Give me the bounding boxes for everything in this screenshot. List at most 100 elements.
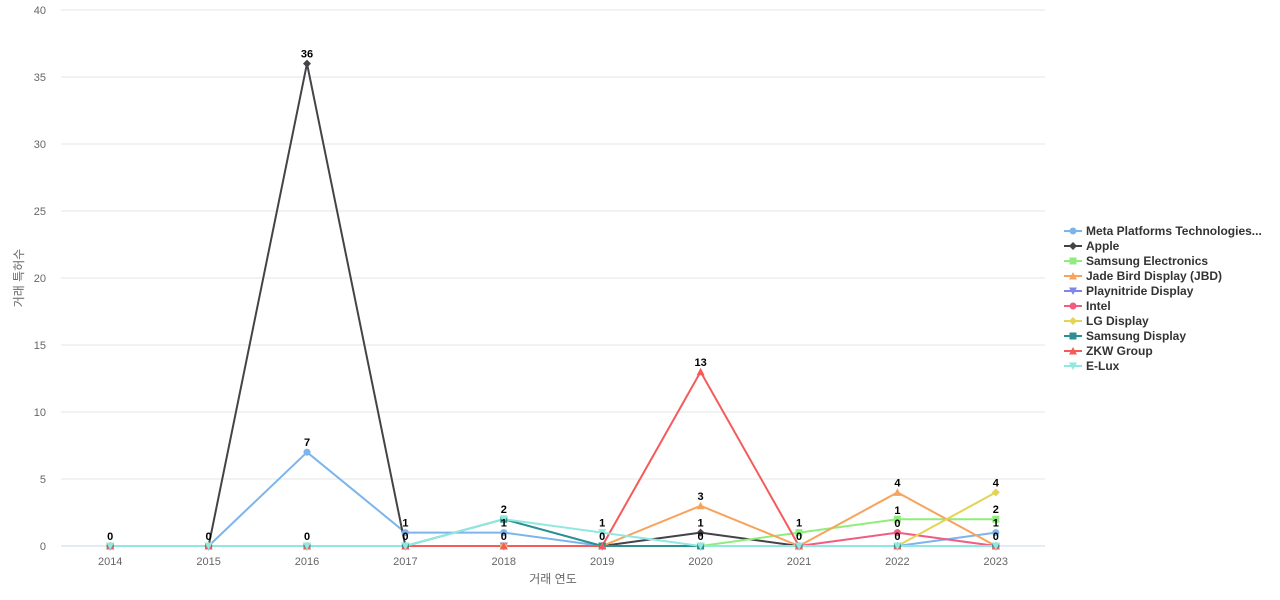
series-line-1: [110, 62, 996, 547]
data-label: 0: [796, 531, 802, 543]
data-label: 0: [206, 531, 212, 543]
point-marker-9-7: [795, 542, 803, 550]
point-marker-9-3: [401, 542, 410, 550]
legend-label: Intel: [1086, 298, 1111, 313]
x-tick-label: 2021: [787, 556, 811, 568]
point-marker-9-6: [696, 542, 705, 550]
data-label: 1: [698, 518, 704, 530]
data-label: 1: [402, 518, 408, 530]
point-marker-2-7: [795, 529, 803, 537]
point-marker-legend-5: [1069, 302, 1077, 309]
x-axis-title: 거래 연도: [529, 572, 577, 586]
point-marker-9-0: [106, 542, 115, 550]
legend-swatch: [1064, 332, 1082, 339]
y-axis-title: 거래 특허수: [12, 249, 26, 308]
y-tick-label: 40: [34, 5, 46, 17]
data-label: 0: [304, 531, 310, 543]
legend-label: Samsung Electronics: [1086, 253, 1209, 268]
series-markers: [106, 59, 1000, 550]
legend-item[interactable]: Apple: [1064, 238, 1280, 253]
y-axis: 0 5 10 15 20 25 30 35 40: [34, 5, 46, 553]
data-label: 1: [894, 505, 900, 517]
legend-swatch: [1064, 316, 1082, 325]
data-label: 0: [107, 531, 113, 543]
point-marker-8-4: [499, 542, 508, 550]
legend-label: ZKW Group: [1086, 343, 1153, 358]
point-marker-0-4: [500, 529, 508, 537]
data-label: 2: [993, 504, 999, 516]
x-tick-label: 2020: [688, 556, 712, 568]
legend-item[interactable]: Intel: [1064, 298, 1280, 313]
legend-swatch: [1064, 241, 1082, 250]
y-tick-label: 5: [40, 474, 46, 486]
x-tick-label: 2018: [492, 556, 516, 568]
x-tick-label: 2015: [196, 556, 220, 568]
legend-label: Meta Platforms Technologies...: [1086, 223, 1262, 238]
point-marker-1-6: [696, 528, 705, 537]
point-marker-8-5: [598, 542, 607, 550]
legend-item[interactable]: ZKW Group: [1064, 343, 1280, 358]
legend-swatch: [1064, 302, 1082, 309]
legend-swatch: [1064, 227, 1082, 234]
point-marker-3-8: [893, 488, 902, 496]
x-tick-label: 2014: [98, 556, 122, 568]
point-marker-legend-3: [1069, 271, 1077, 279]
point-marker-3-6: [696, 501, 705, 510]
legend-swatch: [1064, 271, 1082, 279]
data-label: 0: [894, 531, 900, 543]
y-tick-label: 35: [34, 72, 46, 84]
data-label: 4: [894, 477, 901, 489]
data-label: 4: [993, 477, 1000, 489]
legend-label: LG Display: [1086, 313, 1149, 328]
grid-lines: [61, 9, 1045, 547]
point-marker-2-8: [893, 515, 901, 523]
legend-label: Samsung Display: [1086, 328, 1187, 343]
data-label: 1: [993, 518, 999, 530]
legend-swatch: [1064, 257, 1082, 264]
legend-item[interactable]: Samsung Electronics: [1064, 253, 1280, 268]
x-tick-label: 2023: [984, 556, 1008, 568]
point-marker-9-9: [991, 542, 1000, 550]
data-label: 0: [894, 518, 900, 530]
series-line-9: [110, 518, 996, 547]
point-marker-2-9: [992, 515, 1000, 523]
series-line-8: [110, 370, 996, 547]
x-tick-label: 2022: [885, 556, 909, 568]
legend-item[interactable]: Playnitride Display: [1064, 283, 1280, 298]
data-label: 1: [501, 518, 507, 530]
x-tick-label: 2017: [393, 556, 417, 568]
point-marker-9-5: [598, 529, 607, 537]
legend-item[interactable]: LG Display: [1064, 313, 1280, 328]
data-label: 1: [796, 518, 802, 530]
data-label: 2: [501, 504, 507, 516]
data-label: 0: [993, 531, 999, 543]
legend-item[interactable]: Jade Bird Display (JBD): [1064, 268, 1280, 283]
point-marker-legend-9: [1069, 362, 1077, 370]
point-marker-1-2: [303, 59, 311, 68]
legend-label: Playnitride Display: [1086, 283, 1194, 298]
point-marker-legend-8: [1069, 346, 1077, 354]
data-label: 13: [694, 357, 706, 369]
legend-label: E-Lux: [1086, 358, 1120, 373]
point-marker-0-2: [303, 448, 311, 456]
x-tick-label: 2016: [295, 556, 319, 568]
data-label: 1: [599, 518, 605, 530]
point-marker-0-9: [992, 529, 1000, 537]
point-marker-legend-4: [1069, 287, 1077, 295]
legend: Meta Platforms Technologies... Apple Samsu…: [1064, 223, 1280, 373]
data-label: 7: [304, 437, 310, 449]
legend-item[interactable]: Samsung Display: [1064, 328, 1280, 343]
y-tick-label: 30: [34, 139, 46, 151]
point-marker-legend-2: [1069, 257, 1077, 264]
y-tick-label: 25: [34, 206, 46, 218]
legend-item[interactable]: E-Lux: [1064, 358, 1280, 373]
legend-label: Jade Bird Display (JBD): [1086, 268, 1223, 283]
legend-swatch: [1064, 287, 1082, 295]
data-label: 0: [402, 531, 408, 543]
point-marker-9-4: [499, 515, 508, 524]
legend-item[interactable]: Meta Platforms Technologies...: [1064, 223, 1280, 238]
point-marker-9-1: [204, 542, 213, 550]
y-tick-label: 15: [34, 340, 46, 352]
